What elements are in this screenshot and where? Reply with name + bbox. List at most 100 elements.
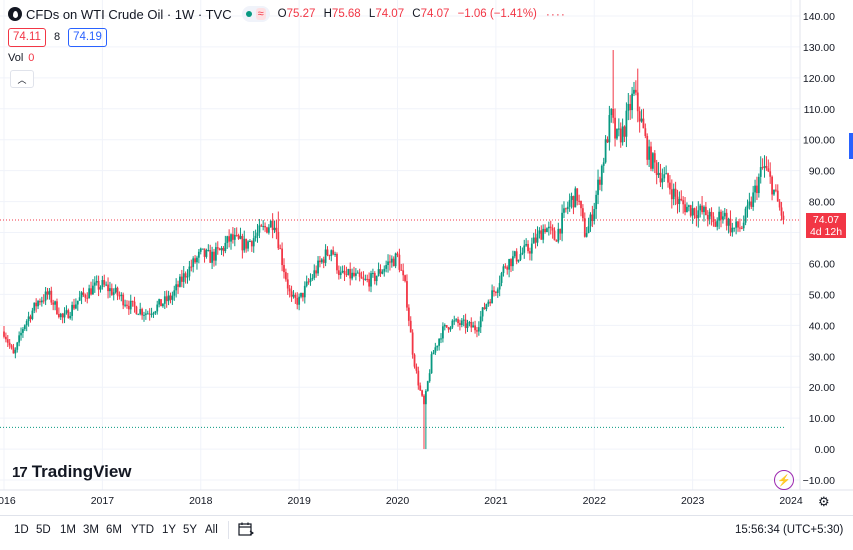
candle-body — [546, 228, 548, 233]
candle-body — [748, 201, 751, 206]
candle-body — [152, 313, 155, 315]
candle-body — [86, 297, 89, 299]
candle-body — [616, 128, 618, 139]
candle-body — [194, 258, 196, 263]
candle-body — [76, 300, 79, 305]
range-button-3m[interactable]: 3M — [83, 524, 99, 536]
candle-body — [252, 238, 255, 247]
x-tick-label: 2019 — [287, 495, 311, 507]
candle-body — [771, 176, 773, 195]
candle-body — [226, 236, 229, 243]
candle-body — [199, 248, 202, 252]
candle-body — [727, 218, 730, 226]
candle-body — [18, 335, 21, 343]
buy-price-button[interactable]: 74.19 — [68, 27, 107, 47]
bid-ask-row: 74.11 8 74.19 — [8, 27, 107, 47]
range-button-5y[interactable]: 5Y — [183, 524, 198, 536]
candle-body — [687, 205, 690, 207]
candle-body — [99, 287, 102, 290]
candle-body — [354, 273, 357, 276]
tradingview-logo[interactable]: 17 TradingView — [12, 462, 132, 482]
lightning-icon[interactable]: ⚡ — [774, 470, 794, 490]
range-button-1m[interactable]: 1M — [60, 524, 76, 536]
clock-timezone[interactable]: 15:56:34 (UTC+5:30) — [735, 524, 844, 536]
candle-body — [35, 302, 38, 307]
candle-body — [527, 244, 529, 252]
candle-body — [523, 245, 526, 253]
candle-body — [103, 280, 106, 285]
candle-body — [118, 295, 121, 297]
candle-body — [735, 221, 738, 228]
candle-body — [689, 205, 692, 216]
calendar-icon[interactable] — [238, 522, 254, 536]
candle-body — [752, 192, 755, 207]
candle-body — [203, 248, 206, 257]
candle-body — [120, 294, 123, 297]
candle-body — [712, 216, 715, 223]
candle-body — [247, 241, 249, 249]
market-status-pill[interactable]: ≈ — [241, 6, 270, 22]
candle-body — [534, 237, 537, 243]
candle-body — [459, 323, 461, 326]
candle-body — [230, 234, 232, 242]
candle-body — [651, 153, 654, 169]
y-tick-label: 30.00 — [809, 351, 835, 363]
x-tick-label: 2022 — [583, 495, 607, 507]
gear-icon[interactable]: ⚙ — [818, 494, 830, 509]
range-button-1d[interactable]: 1D — [14, 524, 29, 536]
candle-body — [443, 325, 446, 327]
more-options-icon[interactable]: ···· — [545, 7, 566, 21]
candle-body — [389, 261, 391, 263]
range-button-ytd[interactable]: YTD — [131, 524, 154, 536]
candle-body — [146, 313, 149, 315]
candle-body — [774, 189, 777, 191]
candle-body — [362, 278, 365, 280]
candle-body — [530, 243, 533, 254]
candle-body — [693, 208, 696, 216]
y-tick-label: 140.00 — [803, 11, 835, 23]
candle-body — [90, 288, 92, 295]
candle-body — [413, 354, 416, 367]
range-button-1y[interactable]: 1Y — [162, 524, 177, 536]
range-button-5d[interactable]: 5D — [36, 524, 51, 536]
candle-body — [167, 295, 170, 302]
candle-body — [334, 253, 336, 255]
right-scroll-handle[interactable] — [849, 133, 853, 159]
chevron-up-icon: ︿ — [17, 74, 27, 85]
candle-body — [317, 260, 319, 274]
candle-body — [71, 304, 74, 316]
range-button-6m[interactable]: 6M — [106, 524, 122, 536]
candle-body — [739, 227, 741, 229]
candle-body — [506, 267, 509, 270]
candle-body — [158, 299, 161, 305]
candle-body — [648, 146, 651, 160]
candle-body — [423, 395, 425, 405]
candle-body — [725, 212, 728, 226]
candle-body — [267, 227, 270, 233]
candle-body — [56, 301, 58, 314]
candle-body — [434, 347, 437, 353]
candle-body — [442, 326, 444, 339]
candle-body — [311, 277, 314, 279]
candle-body — [162, 303, 164, 307]
sell-price-button[interactable]: 74.11 — [8, 27, 46, 47]
candle-body — [95, 280, 98, 283]
x-tick-label: 2016 — [0, 495, 16, 507]
candle-body — [328, 255, 331, 257]
candle-body — [576, 188, 579, 201]
candle-body — [171, 295, 174, 300]
candle-body — [110, 288, 113, 295]
symbol-title[interactable]: CFDs on WTI Crude Oil · 1W · TVC — [26, 6, 232, 22]
candle-body — [288, 288, 291, 292]
candle-body — [737, 221, 739, 228]
candle-body — [57, 313, 60, 318]
range-button-all[interactable]: All — [205, 524, 218, 536]
candle-body — [466, 323, 469, 329]
candle-body — [481, 307, 484, 317]
candle-body — [440, 338, 442, 340]
candle-body — [283, 265, 285, 273]
collapse-legend-button[interactable]: ︿ — [10, 70, 34, 88]
volume-label: Vol — [8, 52, 24, 64]
